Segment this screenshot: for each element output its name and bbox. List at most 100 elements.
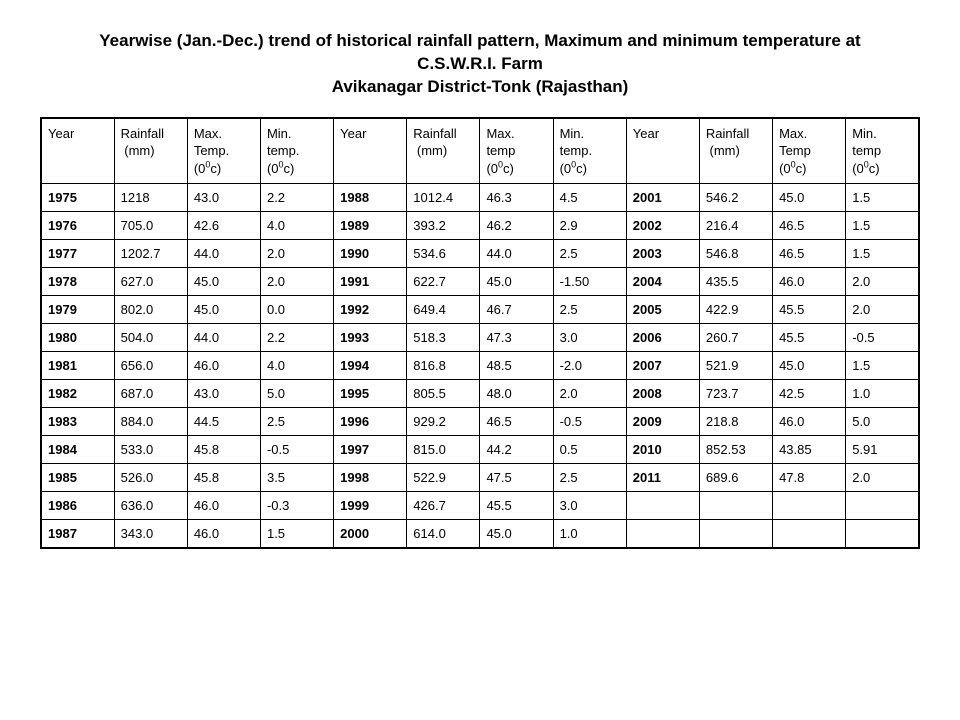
year-cell: 1999: [334, 492, 407, 520]
mintemp-cell: -1.50: [553, 268, 626, 296]
year-cell: 2008: [626, 380, 699, 408]
mintemp-cell: 1.5: [846, 212, 919, 240]
mintemp-cell: 1.0: [846, 380, 919, 408]
maxtemp-cell: 47.8: [773, 464, 846, 492]
year-cell: [626, 520, 699, 549]
rainfall-cell: 343.0: [114, 520, 187, 549]
rainfall-cell: [699, 520, 772, 549]
rainfall-cell: 526.0: [114, 464, 187, 492]
maxtemp-cell: [773, 520, 846, 549]
maxtemp-cell: 46.0: [773, 408, 846, 436]
maxtemp-cell: 46.0: [187, 352, 260, 380]
year-cell: 1975: [41, 184, 114, 212]
year-cell: 2001: [626, 184, 699, 212]
year-cell: 1985: [41, 464, 114, 492]
table-row: 1984533.045.8-0.51997815.044.20.52010852…: [41, 436, 919, 464]
mintemp-cell: [846, 492, 919, 520]
rainfall-cell: 546.8: [699, 240, 772, 268]
year-cell: 1987: [41, 520, 114, 549]
mintemp-cell: 1.5: [846, 184, 919, 212]
table-row: 19771202.744.02.01990534.644.02.52003546…: [41, 240, 919, 268]
mintemp-cell: 1.5: [846, 240, 919, 268]
rainfall-cell: 852.53: [699, 436, 772, 464]
year-cell: 2003: [626, 240, 699, 268]
mintemp-cell: 2.0: [260, 268, 333, 296]
rainfall-cell: 518.3: [407, 324, 480, 352]
rainfall-cell: 815.0: [407, 436, 480, 464]
table-row: 1981656.046.04.01994816.848.5-2.02007521…: [41, 352, 919, 380]
maxtemp-cell: 42.6: [187, 212, 260, 240]
mintemp-cell: -0.5: [846, 324, 919, 352]
page-title: Yearwise (Jan.-Dec.) trend of historical…: [40, 30, 920, 99]
mintemp-cell: -0.3: [260, 492, 333, 520]
year-cell: 2007: [626, 352, 699, 380]
mintemp-cell: 2.2: [260, 324, 333, 352]
rainfall-cell: 216.4: [699, 212, 772, 240]
mintemp-cell: 3.5: [260, 464, 333, 492]
col-year-3: Year: [626, 118, 699, 184]
rainfall-cell: 1012.4: [407, 184, 480, 212]
mintemp-cell: 2.0: [260, 240, 333, 268]
maxtemp-cell: 45.0: [773, 352, 846, 380]
year-cell: 1989: [334, 212, 407, 240]
mintemp-cell: 4.5: [553, 184, 626, 212]
table-row: 1978627.045.02.01991622.745.0-1.50200443…: [41, 268, 919, 296]
col-rainfall-2: Rainfall (mm): [407, 118, 480, 184]
maxtemp-cell: 42.5: [773, 380, 846, 408]
maxtemp-cell: 47.5: [480, 464, 553, 492]
rainfall-cell: 816.8: [407, 352, 480, 380]
rainfall-cell: 260.7: [699, 324, 772, 352]
rainfall-cell: 393.2: [407, 212, 480, 240]
year-cell: 2010: [626, 436, 699, 464]
mintemp-cell: 0.5: [553, 436, 626, 464]
col-maxtemp-3: Max.Temp(00c): [773, 118, 846, 184]
maxtemp-cell: 43.85: [773, 436, 846, 464]
table-row: 1983884.044.52.51996929.246.5-0.52009218…: [41, 408, 919, 436]
mintemp-cell: 2.9: [553, 212, 626, 240]
mintemp-cell: 3.0: [553, 492, 626, 520]
table-row: 1980504.044.02.21993518.347.33.02006260.…: [41, 324, 919, 352]
table-row: 1987343.046.01.52000614.045.01.0: [41, 520, 919, 549]
maxtemp-cell: 45.0: [773, 184, 846, 212]
maxtemp-cell: 46.2: [480, 212, 553, 240]
maxtemp-cell: 46.0: [187, 492, 260, 520]
mintemp-cell: 3.0: [553, 324, 626, 352]
col-rainfall-3: Rainfall (mm): [699, 118, 772, 184]
mintemp-cell: 2.0: [846, 296, 919, 324]
table-row: 1986636.046.0-0.31999426.745.53.0: [41, 492, 919, 520]
rainfall-cell: 614.0: [407, 520, 480, 549]
maxtemp-cell: 46.0: [187, 520, 260, 549]
year-cell: 1986: [41, 492, 114, 520]
maxtemp-cell: 47.3: [480, 324, 553, 352]
mintemp-cell: 2.5: [553, 240, 626, 268]
year-cell: 2006: [626, 324, 699, 352]
rainfall-cell: 802.0: [114, 296, 187, 324]
table-body: 1975121843.02.219881012.446.34.52001546.…: [41, 184, 919, 549]
year-cell: 1994: [334, 352, 407, 380]
rainfall-cell: 522.9: [407, 464, 480, 492]
year-cell: 1981: [41, 352, 114, 380]
rainfall-cell: 705.0: [114, 212, 187, 240]
year-cell: [626, 492, 699, 520]
table-row: 1979802.045.00.01992649.446.72.52005422.…: [41, 296, 919, 324]
maxtemp-cell: 45.8: [187, 436, 260, 464]
year-cell: 1997: [334, 436, 407, 464]
rainfall-cell: 218.8: [699, 408, 772, 436]
year-cell: 1984: [41, 436, 114, 464]
rainfall-cell: 929.2: [407, 408, 480, 436]
maxtemp-cell: [773, 492, 846, 520]
col-year-1: Year: [41, 118, 114, 184]
page: Yearwise (Jan.-Dec.) trend of historical…: [0, 0, 960, 549]
maxtemp-cell: 43.0: [187, 184, 260, 212]
maxtemp-cell: 44.0: [480, 240, 553, 268]
maxtemp-cell: 46.0: [773, 268, 846, 296]
mintemp-cell: 2.5: [553, 296, 626, 324]
rainfall-cell: [699, 492, 772, 520]
rainfall-cell: 805.5: [407, 380, 480, 408]
maxtemp-cell: 45.0: [187, 296, 260, 324]
maxtemp-cell: 45.5: [480, 492, 553, 520]
table-row: 1976705.042.64.01989393.246.22.92002216.…: [41, 212, 919, 240]
mintemp-cell: 5.0: [846, 408, 919, 436]
mintemp-cell: 1.0: [553, 520, 626, 549]
year-cell: 1980: [41, 324, 114, 352]
